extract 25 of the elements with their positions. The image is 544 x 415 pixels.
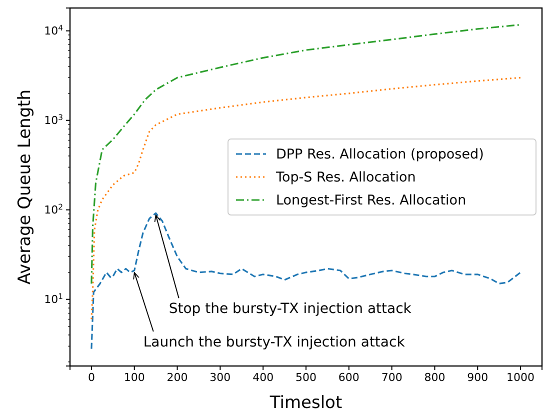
x-tick-label: 300 [210,370,231,384]
x-tick-label: 100 [124,370,145,384]
x-tick-label: 0 [88,370,95,384]
x-axis-title: Timeslot [268,393,342,413]
line-series [90,76,522,320]
x-tick-label: 900 [467,370,488,384]
x-tick-label: 500 [296,370,316,384]
legend-label: Longest-First Res. Allocation [276,192,466,209]
line-series [90,24,522,284]
y-axis-title: Average Queue Length [15,89,35,285]
y-tick-label: 10$^{3}$ [44,112,64,127]
x-tick-label: 800 [424,370,446,384]
legend-label: DPP Res. Allocation (proposed) [276,146,484,163]
x-tick-label: 600 [338,370,360,384]
annotation: Launch the bursty-TX injection attack [143,334,406,350]
y-tick-label: 10$^{2}$ [44,202,64,216]
legend-label: Top-S Res. Allocation [275,170,416,186]
y-tick-label: 10$^{1}$ [44,291,64,306]
line-series [90,212,522,350]
y-tick-label: 10$^{4}$ [44,22,64,38]
annotation: Stop the bursty-TX injection attack [168,300,412,317]
x-tick-label: 1000 [506,370,535,384]
x-tick-label: 400 [252,370,274,384]
x-tick-label: 700 [381,370,402,384]
x-tick-label: 200 [166,370,188,384]
